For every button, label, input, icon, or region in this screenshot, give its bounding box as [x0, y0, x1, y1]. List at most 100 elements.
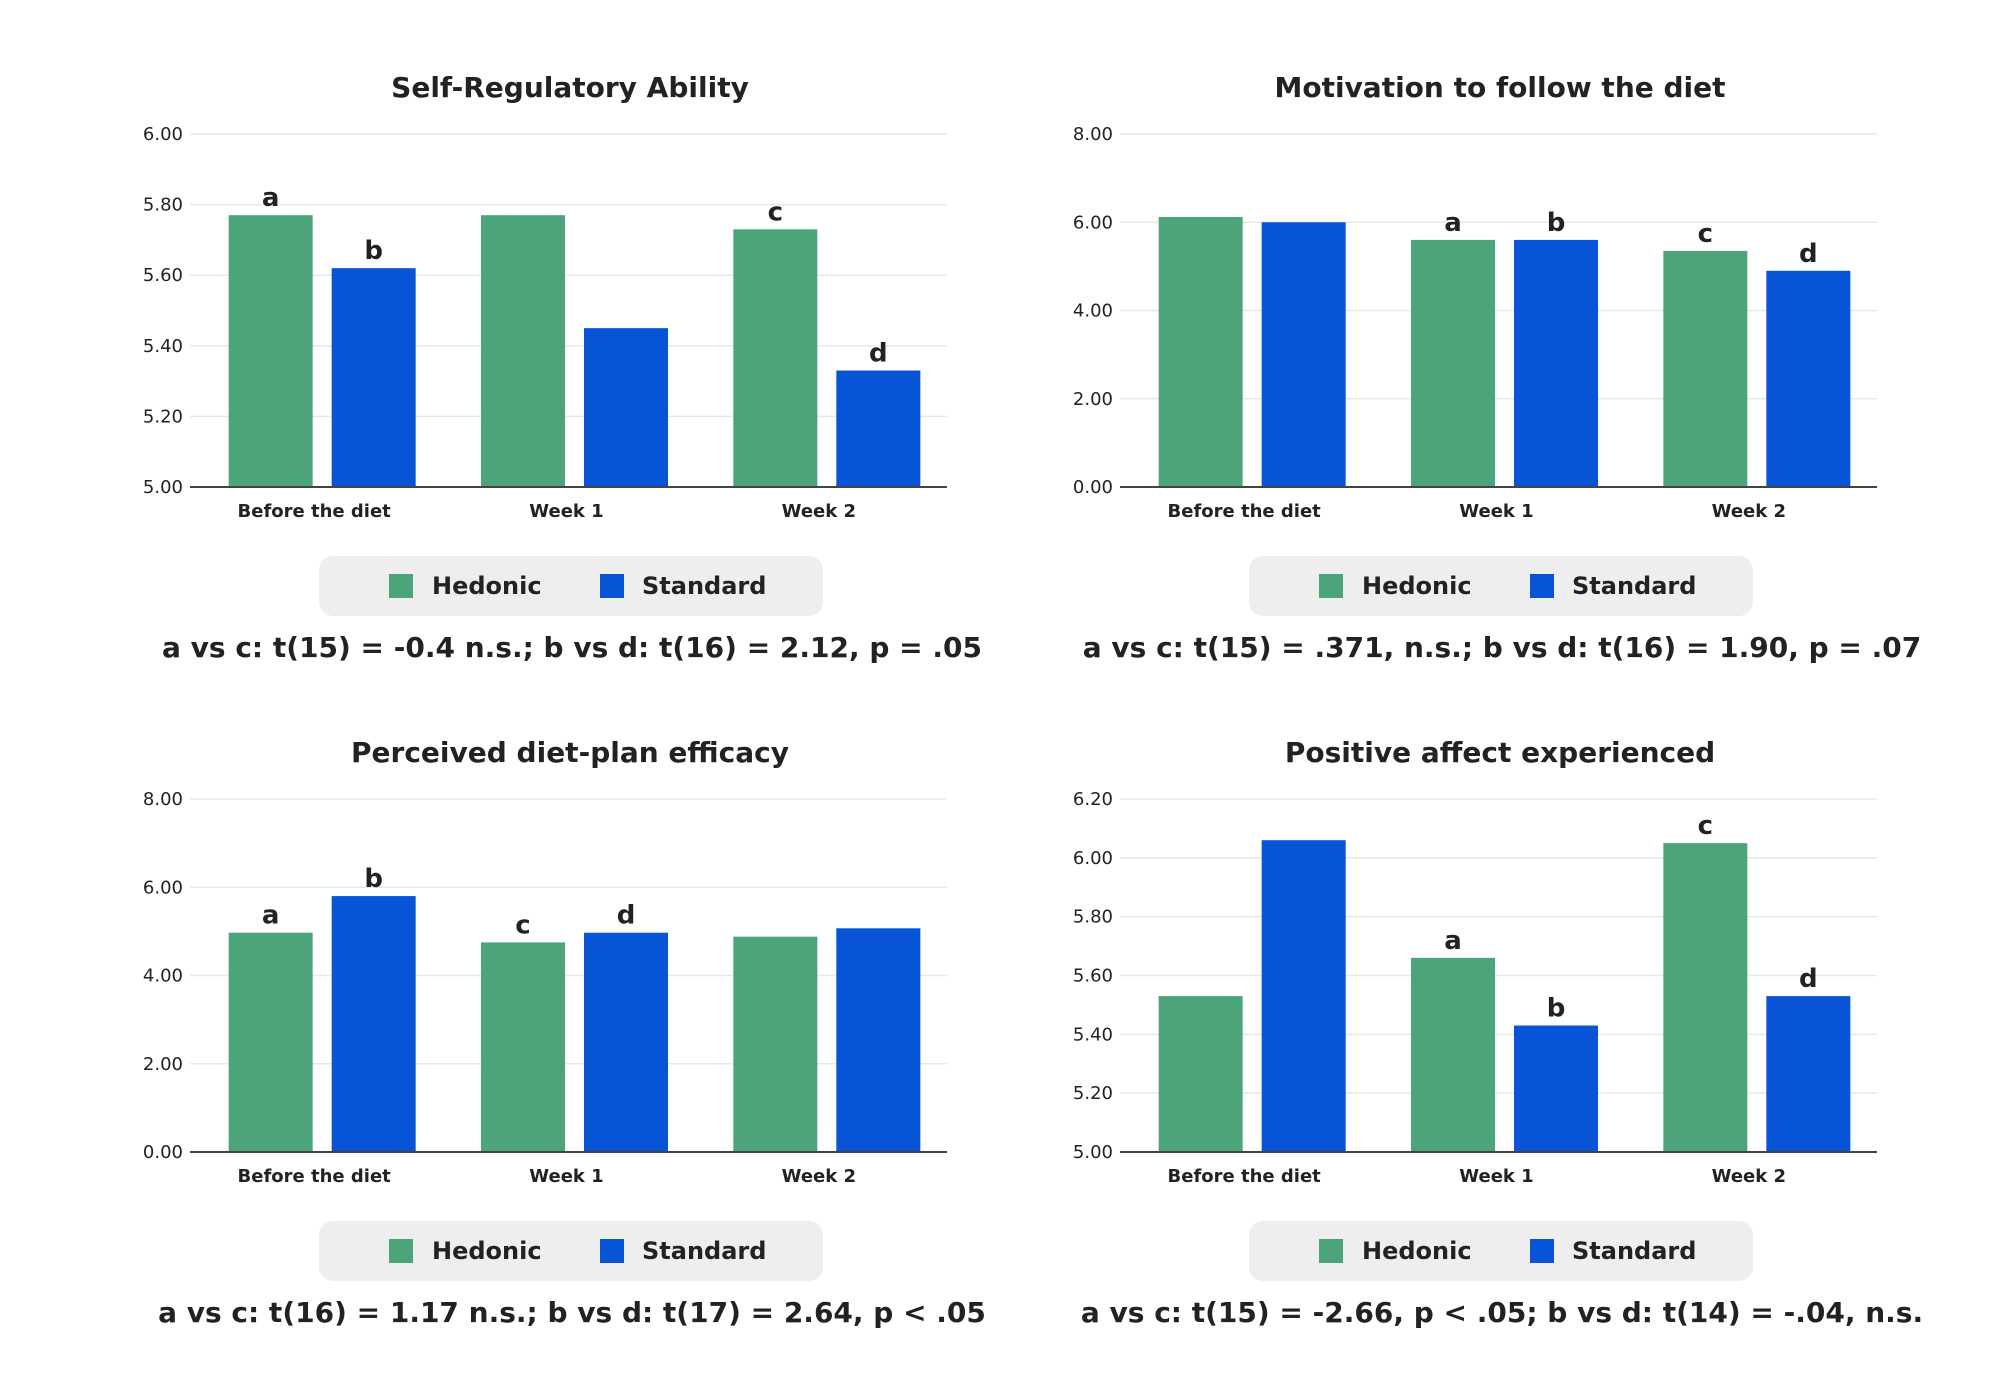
bar-hedonic-week-1 — [1411, 957, 1495, 1152]
legend-box — [319, 1221, 823, 1281]
legend-box — [1249, 1221, 1753, 1281]
bar-standard-week-1 — [1514, 1025, 1598, 1152]
x-tick-label: Week 1 — [1459, 1166, 1533, 1187]
legend-label-standard: Standard — [642, 572, 766, 600]
legend-box — [1249, 556, 1753, 616]
bar-hedonic-week-1 — [1411, 239, 1495, 487]
y-tick-label: 6.00 — [143, 877, 183, 898]
bar-annotation-label: b — [1547, 208, 1566, 238]
y-tick-label: 2.00 — [1073, 389, 1113, 410]
y-tick-label: 6.00 — [143, 124, 183, 145]
bar-hedonic-week-2 — [733, 229, 818, 487]
bar-annotation-label: b — [1547, 994, 1566, 1024]
y-tick-label: 6.00 — [1073, 848, 1113, 869]
y-tick-label: 8.00 — [1073, 124, 1113, 145]
statistics-note: a vs c: t(15) = -2.66, p < .05; b vs d: … — [1081, 1296, 1923, 1329]
legend-swatch-hedonic — [389, 574, 413, 598]
bar-annotation-label: a — [262, 901, 280, 931]
chart-panel-self-regulatory-ability: Self-Regulatory Ability 5.00 5.20 5.40 5.60 5… — [0, 0, 1000, 665]
bar-annotation-label: c — [1698, 219, 1713, 249]
y-tick-label: 5.20 — [1073, 1083, 1113, 1104]
x-tick-label: Week 2 — [782, 1166, 856, 1187]
x-tick-label: Before the diet — [1168, 501, 1322, 522]
legend-label-standard: Standard — [1572, 572, 1696, 600]
bar-annotation-label: b — [364, 236, 383, 266]
bar-hedonic-before-the-diet — [1158, 996, 1243, 1152]
x-tick-label: Week 1 — [529, 501, 603, 522]
legend-label-hedonic: Hedonic — [432, 1237, 542, 1265]
x-tick-label: Week 1 — [1459, 501, 1533, 522]
y-tick-label: 5.80 — [143, 195, 183, 216]
y-tick-label: 8.00 — [143, 789, 183, 810]
chart-panel-positive-affect: Positive affect experienced 5.00 5.20 5.40 5… — [930, 665, 1930, 1330]
bar-annotation-label: c — [1698, 811, 1713, 841]
y-tick-label: 5.20 — [143, 406, 183, 427]
legend-box — [319, 556, 823, 616]
bar-hedonic-before-the-diet — [1158, 216, 1243, 487]
x-tick-label: Before the diet — [1168, 1166, 1322, 1187]
y-tick-label: 2.00 — [143, 1054, 183, 1075]
bar-standard-week-1 — [584, 932, 668, 1152]
y-tick-label: 4.00 — [1073, 301, 1113, 322]
y-tick-label: 5.00 — [143, 477, 183, 498]
y-tick-label: 5.80 — [1073, 907, 1113, 928]
bar-standard-before-the-diet — [1261, 222, 1346, 487]
bar-hedonic-week-2 — [1663, 843, 1748, 1152]
chart-title: Motivation to follow the diet — [1274, 71, 1725, 104]
legend-swatch-hedonic — [1319, 1239, 1343, 1263]
y-tick-label: 6.00 — [1073, 212, 1113, 233]
statistics-note: a vs c: t(16) = 1.17 n.s.; b vs d: t(17)… — [158, 1296, 986, 1329]
bar-annotation-label: a — [1444, 926, 1462, 956]
y-tick-label: 0.00 — [143, 1142, 183, 1163]
y-tick-label: 5.40 — [143, 336, 183, 357]
bar-standard-week-2 — [1766, 270, 1851, 487]
bar-annotation-label: d — [617, 901, 636, 931]
legend-swatch-standard — [600, 574, 624, 598]
x-tick-label: Before the diet — [238, 501, 392, 522]
x-tick-label: Week 2 — [782, 501, 856, 522]
bar-hedonic-week-1 — [481, 942, 565, 1152]
chart-title: Perceived diet-plan efficacy — [351, 736, 789, 769]
x-tick-label: Week 1 — [529, 1166, 603, 1187]
bar-annotation-label: a — [262, 183, 280, 213]
chart-panel-diet-plan-efficacy: Perceived diet-plan efficacy 0.00 2.00 4.00… — [0, 665, 1000, 1330]
legend-label-standard: Standard — [1572, 1237, 1696, 1265]
chart-svg: Motivation to follow the diet 0.00 2.00 4.0… — [1073, 71, 1921, 664]
statistics-note: a vs c: t(15) = .371, n.s.; b vs d: t(16… — [1083, 631, 1921, 664]
x-tick-label: Week 2 — [1712, 1166, 1786, 1187]
y-tick-label: 0.00 — [1073, 477, 1113, 498]
y-tick-label: 4.00 — [143, 966, 183, 987]
legend-swatch-hedonic — [389, 1239, 413, 1263]
x-tick-label: Week 2 — [1712, 501, 1786, 522]
y-tick-label: 6.20 — [1073, 789, 1113, 810]
chart-panel-motivation: Motivation to follow the diet 0.00 2.00 4.0… — [930, 0, 1930, 665]
bar-standard-before-the-diet — [331, 896, 416, 1152]
bar-hedonic-before-the-diet — [228, 932, 313, 1152]
bar-standard-week-1 — [1514, 239, 1598, 487]
bar-standard-week-1 — [584, 328, 668, 487]
bar-standard-week-2 — [836, 928, 921, 1152]
y-tick-label: 5.00 — [1073, 1142, 1113, 1163]
statistics-note: a vs c: t(15) = -0.4 n.s.; b vs d: t(16)… — [162, 631, 982, 664]
legend-swatch-hedonic — [1319, 574, 1343, 598]
bar-standard-week-2 — [1766, 996, 1851, 1152]
legend-label-hedonic: Hedonic — [1362, 572, 1472, 600]
bar-annotation-label: d — [1799, 239, 1818, 269]
bar-standard-before-the-diet — [1261, 840, 1346, 1152]
bar-standard-before-the-diet — [331, 268, 416, 487]
y-tick-label: 5.60 — [1073, 966, 1113, 987]
bar-annotation-label: d — [1799, 964, 1818, 994]
chart-svg: Self-Regulatory Ability 5.00 5.20 5.40 5.60 5… — [143, 71, 982, 664]
chart-title: Positive affect experienced — [1285, 736, 1715, 769]
bar-hedonic-week-2 — [1663, 250, 1748, 487]
bar-annotation-label: a — [1444, 208, 1462, 238]
legend-label-standard: Standard — [642, 1237, 766, 1265]
bar-annotation-label: d — [869, 339, 888, 369]
y-tick-label: 5.60 — [143, 265, 183, 286]
bar-standard-week-2 — [836, 370, 921, 487]
chart-title: Self-Regulatory Ability — [391, 71, 749, 104]
bar-hedonic-week-2 — [733, 936, 818, 1152]
legend-swatch-standard — [1530, 574, 1554, 598]
chart-svg: Perceived diet-plan efficacy 0.00 2.00 4.00… — [143, 736, 986, 1329]
bar-hedonic-week-1 — [481, 215, 565, 487]
